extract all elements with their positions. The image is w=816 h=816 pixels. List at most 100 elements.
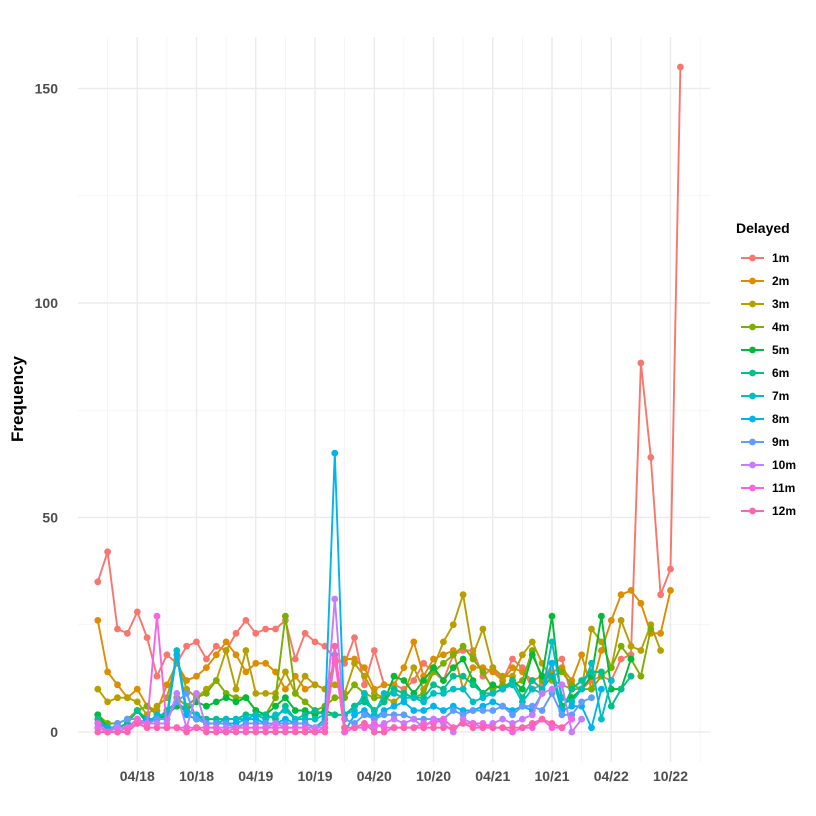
data-point-6m <box>607 702 615 710</box>
data-point-12m <box>301 728 309 736</box>
legend-label: 2m <box>772 274 789 288</box>
data-point-12m <box>380 728 388 736</box>
series-line-3m <box>97 593 662 716</box>
data-point-11m <box>153 612 161 620</box>
legend-item-12m: 12m <box>741 504 796 518</box>
data-point-2m <box>193 672 200 680</box>
data-point-9m <box>361 711 368 719</box>
data-point-7m <box>420 698 427 706</box>
legend-label: 10m <box>772 458 796 472</box>
data-point-3m <box>133 698 141 706</box>
data-point-2m <box>627 587 635 594</box>
data-point-9m <box>538 707 546 714</box>
data-point-1m <box>361 681 368 689</box>
data-point-3m <box>252 690 260 697</box>
data-point-8m <box>598 685 605 693</box>
data-point-8m <box>173 651 181 659</box>
data-point-4m <box>558 668 566 676</box>
x-tick-label: 04/21 <box>475 768 510 784</box>
data-point-2m <box>114 681 121 689</box>
legend-item-8m: 8m <box>741 412 789 426</box>
series-1m <box>94 63 684 702</box>
data-point-5m <box>400 677 408 684</box>
legend-item-11m: 11m <box>741 481 795 495</box>
data-point-4m <box>291 690 299 697</box>
data-point-7m <box>282 707 289 714</box>
legend-item-3m: 3m <box>741 297 789 311</box>
data-point-4m <box>637 672 645 680</box>
data-point-8m <box>420 707 427 714</box>
data-point-6m <box>598 668 605 676</box>
data-point-1m <box>617 655 625 663</box>
legend-label: 9m <box>772 435 789 449</box>
data-point-7m <box>528 685 536 693</box>
y-tick-label: 50 <box>42 509 58 525</box>
data-point-3m <box>598 638 605 646</box>
data-point-1m <box>183 642 191 650</box>
grid-minor <box>78 37 710 762</box>
data-point-12m <box>538 715 546 723</box>
data-point-5m <box>598 612 605 620</box>
data-point-12m <box>331 642 339 650</box>
data-point-12m <box>291 728 299 736</box>
data-point-3m <box>588 625 595 633</box>
data-point-4m <box>351 681 358 689</box>
data-point-5m <box>222 694 230 702</box>
data-point-10m <box>548 685 556 693</box>
data-point-12m <box>163 724 171 732</box>
legend-item-10m: 10m <box>741 458 796 472</box>
data-point-2m <box>272 668 279 676</box>
y-tick-label: 150 <box>35 80 59 96</box>
data-point-8m <box>588 724 595 732</box>
data-point-8m <box>568 702 576 710</box>
data-point-5m <box>430 664 437 671</box>
data-point-1m <box>114 625 121 633</box>
legend-item-6m: 6m <box>741 366 789 380</box>
data-point-5m <box>519 685 526 693</box>
data-point-1m <box>677 63 684 71</box>
data-point-2m <box>400 664 408 671</box>
data-point-12m <box>124 728 131 736</box>
data-point-12m <box>153 724 161 732</box>
data-point-9m <box>479 707 487 714</box>
data-point-4m <box>617 642 625 650</box>
data-point-8m <box>489 698 497 706</box>
data-point-12m <box>104 728 111 736</box>
data-point-9m <box>499 702 506 710</box>
data-point-9m <box>449 707 457 714</box>
data-point-3m <box>410 664 418 671</box>
data-point-10m <box>410 715 418 723</box>
data-point-3m <box>351 659 358 667</box>
data-point-1m <box>232 629 240 637</box>
data-point-2m <box>380 681 388 689</box>
data-point-12m <box>430 724 437 732</box>
data-point-11m <box>440 715 447 723</box>
data-point-12m <box>558 724 566 732</box>
data-point-1m <box>212 642 220 650</box>
data-point-11m <box>568 715 576 723</box>
data-point-12m <box>548 720 556 727</box>
legend-label: 8m <box>772 412 789 426</box>
legend-label: 1m <box>772 251 789 265</box>
legend-key-point <box>749 346 756 354</box>
data-point-7m <box>588 659 595 667</box>
data-point-2m <box>657 629 664 637</box>
data-point-12m <box>469 724 477 732</box>
data-point-1m <box>370 647 378 654</box>
data-point-1m <box>420 659 427 667</box>
data-point-5m <box>459 655 467 663</box>
data-point-1m <box>637 359 645 367</box>
legend-label: 11m <box>772 481 795 495</box>
data-point-12m <box>212 728 220 736</box>
data-point-6m <box>311 707 319 714</box>
data-point-2m <box>242 668 250 676</box>
legend-label: 3m <box>772 297 789 311</box>
data-point-9m <box>489 707 497 714</box>
data-point-2m <box>301 685 309 693</box>
data-point-3m <box>637 647 645 654</box>
data-point-3m <box>459 591 467 599</box>
data-point-7m <box>578 685 585 693</box>
data-point-2m <box>361 664 368 671</box>
data-point-7m <box>430 690 437 697</box>
data-point-7m <box>440 690 447 697</box>
